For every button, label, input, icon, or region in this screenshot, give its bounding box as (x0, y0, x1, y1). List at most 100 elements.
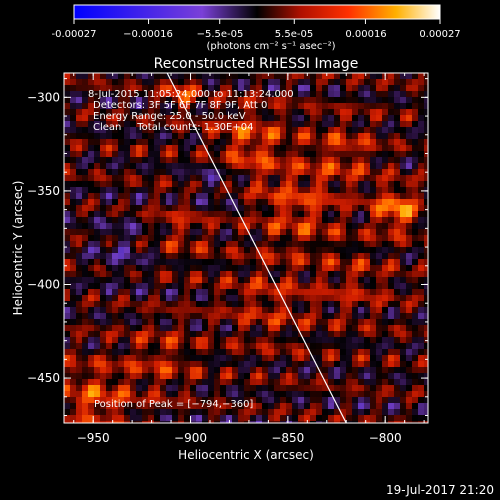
heatmap-cell (298, 391, 305, 398)
heatmap-cell (388, 385, 395, 392)
heatmap-cell (82, 325, 89, 332)
heatmap-cell (160, 421, 167, 423)
heatmap-cell (118, 241, 125, 248)
heatmap-cell (262, 85, 269, 92)
heatmap-cell (82, 127, 89, 134)
heatmap-cell (346, 313, 353, 320)
heatmap-cell (316, 151, 323, 158)
heatmap-cell (136, 361, 143, 368)
heatmap-cell (406, 187, 413, 194)
heatmap-cell (118, 73, 125, 80)
heatmap-cell (100, 199, 107, 206)
heatmap-cell (214, 319, 221, 326)
heatmap-cell (256, 415, 263, 422)
heatmap-cell (358, 103, 365, 110)
heatmap-cell (118, 373, 125, 380)
heatmap-cell (280, 247, 287, 254)
heatmap-cell (220, 403, 227, 410)
heatmap-cell (400, 235, 407, 242)
heatmap-cell (76, 181, 83, 188)
heatmap-cell (226, 265, 233, 272)
heatmap-cell (190, 319, 197, 326)
heatmap-cell (124, 121, 131, 128)
heatmap-cell (118, 97, 125, 104)
heatmap-cell (208, 259, 215, 266)
heatmap-cell (82, 151, 89, 158)
heatmap-cell (262, 259, 269, 266)
heatmap-cell (388, 235, 395, 242)
heatmap-cell (298, 211, 305, 218)
heatmap-cell (340, 295, 347, 302)
heatmap-cell (172, 133, 179, 140)
heatmap-cell (214, 133, 221, 140)
heatmap-cell (208, 145, 215, 152)
heatmap-cell (250, 415, 257, 422)
heatmap-cell (256, 289, 263, 296)
heatmap-cell (124, 349, 131, 356)
heatmap-cell (406, 145, 413, 152)
heatmap-cell (400, 361, 407, 368)
heatmap-cell (160, 127, 167, 134)
heatmap-cell (166, 187, 173, 194)
heatmap-cell (160, 247, 167, 254)
heatmap-cell (328, 331, 335, 338)
heatmap-cell (82, 349, 89, 356)
heatmap-cell (82, 343, 89, 350)
heatmap-cell (406, 355, 413, 362)
heatmap-cell (382, 361, 389, 368)
heatmap-cell (232, 133, 239, 140)
heatmap-cell (406, 163, 413, 170)
heatmap-cell (280, 85, 287, 92)
heatmap-cell (388, 361, 395, 368)
heatmap-cell (418, 295, 425, 302)
heatmap-cell (286, 283, 293, 290)
heatmap-cell (112, 289, 119, 296)
heatmap-cell (412, 403, 419, 410)
heatmap-cell (196, 415, 203, 422)
heatmap-cell (238, 211, 245, 218)
heatmap-cell (148, 415, 155, 422)
heatmap-cell (382, 115, 389, 122)
heatmap-cell (130, 247, 137, 254)
heatmap-cell (256, 121, 263, 128)
heatmap-cell (220, 307, 227, 314)
heatmap-cell (118, 379, 125, 386)
heatmap-cell (226, 373, 233, 380)
heatmap-cell (76, 325, 83, 332)
heatmap-cell (238, 307, 245, 314)
heatmap-cell (358, 151, 365, 158)
heatmap-cell (64, 163, 71, 170)
heatmap-cell (190, 175, 197, 182)
heatmap-cell (412, 283, 419, 290)
heatmap-cell (172, 349, 179, 356)
heatmap-cell (106, 295, 113, 302)
heatmap-cell (310, 319, 317, 326)
heatmap-cell (70, 241, 77, 248)
heatmap-cell (88, 247, 95, 254)
heatmap-cell (148, 205, 155, 212)
heatmap-cell (130, 163, 137, 170)
heatmap-cell (274, 301, 281, 308)
heatmap-cell (274, 367, 281, 374)
heatmap-cell (292, 151, 299, 158)
heatmap-cell (118, 295, 125, 302)
heatmap-cell (214, 211, 221, 218)
heatmap-cell (364, 109, 371, 116)
heatmap-cell (406, 217, 413, 224)
heatmap-cell (76, 265, 83, 272)
heatmap-cell (178, 187, 185, 194)
heatmap-cell (124, 247, 131, 254)
heatmap-cell (424, 415, 428, 422)
heatmap-cell (304, 229, 311, 236)
heatmap-cell (340, 277, 347, 284)
heatmap-cell (100, 391, 107, 398)
heatmap-cell (106, 163, 113, 170)
heatmap-cell (322, 175, 329, 182)
heatmap-cell (154, 145, 161, 152)
heatmap-cell (346, 127, 353, 134)
heatmap-cell (244, 259, 251, 266)
heatmap-cell (160, 355, 167, 362)
heatmap-cell (244, 91, 251, 98)
heatmap-cell (388, 217, 395, 224)
heatmap-cell (106, 349, 113, 356)
